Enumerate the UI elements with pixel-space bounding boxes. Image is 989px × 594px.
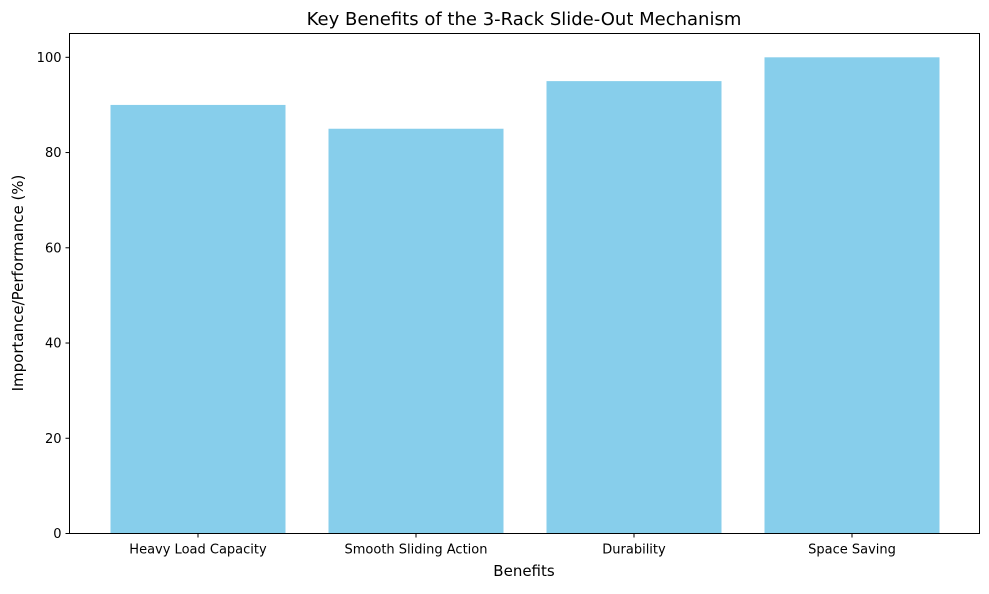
- y-tick-label: 20: [45, 432, 62, 447]
- x-tick-label: Durability: [602, 543, 666, 558]
- y-tick-label: 100: [37, 51, 62, 66]
- bar-space-saving: [764, 57, 940, 534]
- bar-smooth-sliding-action: [328, 128, 504, 534]
- x-axis-label: Benefits: [493, 562, 555, 580]
- x-tick-label: Smooth Sliding Action: [345, 543, 488, 558]
- y-tick-label: 60: [45, 241, 62, 256]
- chart-title: Key Benefits of the 3-Rack Slide-Out Mec…: [307, 9, 742, 30]
- y-axis-label: Importance/Performance (%): [9, 175, 27, 392]
- y-tick-label: 0: [53, 527, 61, 542]
- x-tick-label: Space Saving: [808, 543, 896, 558]
- bar-durability: [546, 81, 722, 534]
- y-tick-label: 80: [45, 146, 62, 161]
- y-tick-label: 40: [45, 337, 62, 352]
- bar-heavy-load-capacity: [110, 104, 286, 534]
- x-tick-label: Heavy Load Capacity: [129, 543, 267, 558]
- plot-frame: [69, 33, 980, 534]
